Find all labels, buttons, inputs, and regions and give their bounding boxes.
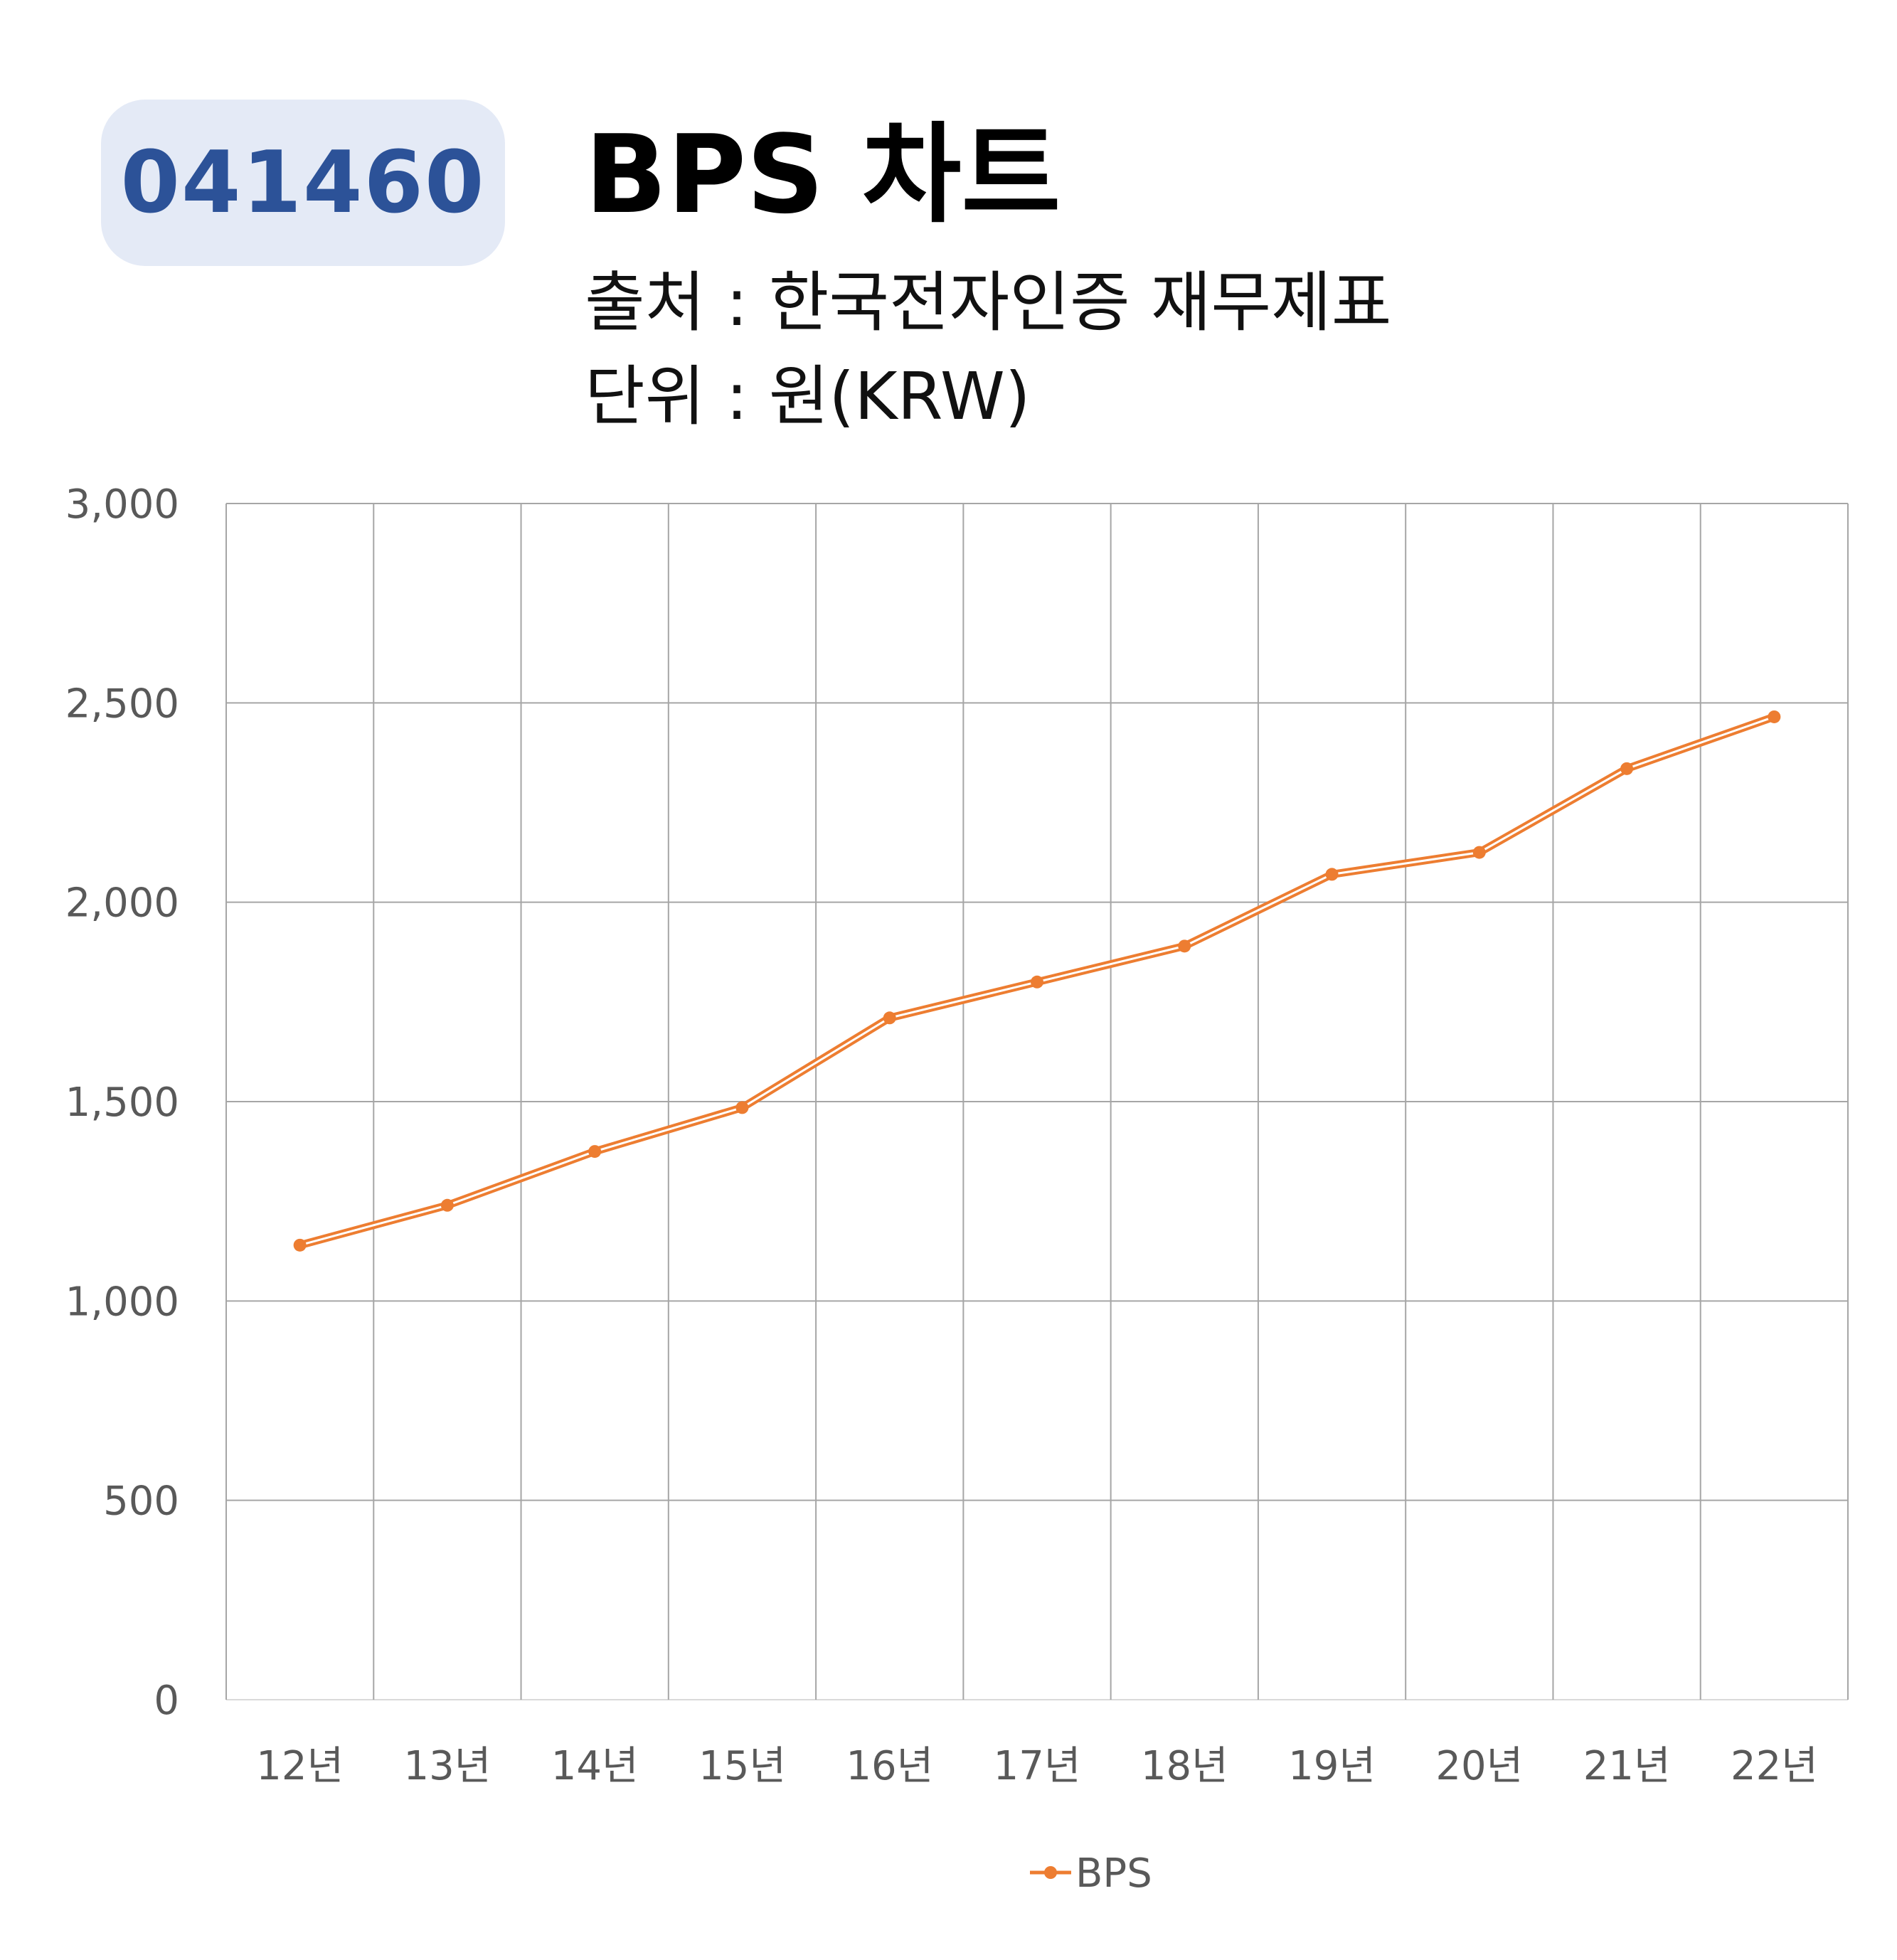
x-axis-ticks: 12년 13년 14년 15년 16년 17년 18년 19년 20년 21년 22년 <box>256 1743 1818 1789</box>
data-point <box>588 1145 602 1159</box>
x-tick-label: 16년 <box>846 1743 933 1789</box>
data-point <box>883 1011 896 1025</box>
grid <box>225 503 1849 1700</box>
ticker-badge: 041460 <box>101 100 505 266</box>
series-bps <box>293 710 1781 1252</box>
y-tick-label: 0 <box>154 1678 179 1724</box>
data-point <box>1325 868 1339 881</box>
chart-title: BPS 차트 <box>585 112 1061 238</box>
legend-marker <box>1044 1866 1057 1879</box>
x-tick-label: 19년 <box>1288 1743 1376 1789</box>
data-point <box>1031 975 1043 989</box>
y-tick-label: 500 <box>103 1479 179 1525</box>
y-tick-label: 2,500 <box>65 681 179 727</box>
x-tick-label: 13년 <box>404 1743 491 1789</box>
data-point <box>735 1101 749 1114</box>
data-point <box>1178 939 1191 953</box>
y-tick-label: 1,000 <box>65 1279 179 1325</box>
x-tick-label: 12년 <box>256 1743 344 1789</box>
data-point <box>293 1238 307 1252</box>
y-tick-label: 3,000 <box>65 481 179 528</box>
x-tick-label: 18년 <box>1141 1743 1228 1789</box>
x-tick-label: 22년 <box>1731 1743 1818 1789</box>
x-tick-label: 14년 <box>551 1743 639 1789</box>
data-point <box>1768 710 1781 723</box>
legend: BPS <box>1030 1850 1152 1897</box>
legend-label: BPS <box>1075 1850 1152 1897</box>
x-tick-label: 17년 <box>994 1743 1081 1789</box>
y-tick-label: 2,000 <box>65 880 179 927</box>
y-axis-ticks: 0 500 1,000 1,500 2,000 2,500 3,000 <box>65 481 179 1724</box>
chart-unit: 단위 : 원(KRW) <box>585 358 1031 435</box>
y-tick-label: 1,500 <box>65 1080 179 1126</box>
x-tick-label: 20년 <box>1435 1743 1523 1789</box>
data-point <box>1620 762 1634 775</box>
ticker-code: 041460 <box>120 133 486 233</box>
x-tick-label: 15년 <box>698 1743 786 1789</box>
chart-source: 출처 : 한국전자인증 재무제표 <box>585 265 1392 341</box>
x-tick-label: 21년 <box>1583 1743 1671 1789</box>
data-point <box>1472 846 1486 859</box>
data-point <box>440 1198 454 1212</box>
